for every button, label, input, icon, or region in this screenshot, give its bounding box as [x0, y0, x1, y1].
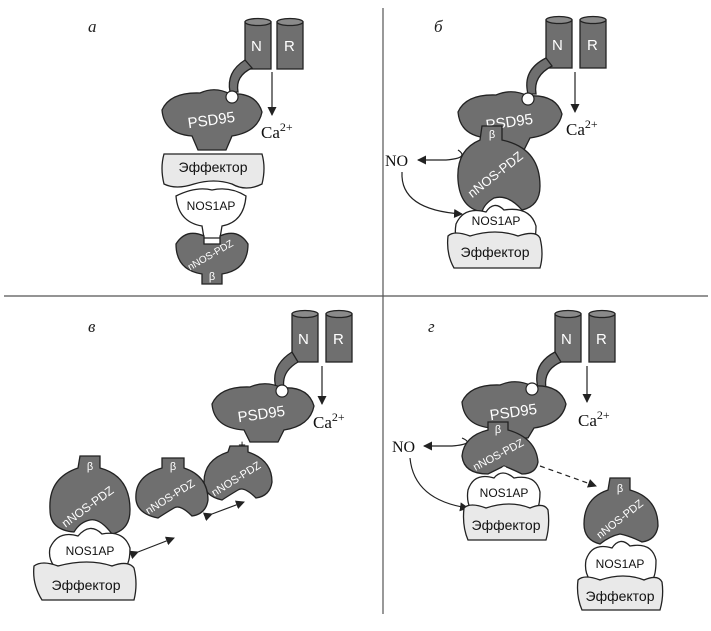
- calcium-label: Ca2+: [313, 410, 345, 432]
- no-release-arrow: [424, 438, 467, 446]
- receptor-r-label: R: [333, 331, 344, 348]
- receptor-r-label: R: [596, 331, 607, 348]
- psd95-protein: PSD95: [162, 90, 262, 150]
- nos1ap-label: NOS1AP: [480, 486, 529, 500]
- panel-g: г N R Ca2+ PSD95 β nNOS-PDZ c NO: [392, 311, 663, 611]
- effector-protein: Эффектор: [464, 504, 549, 540]
- nos1ap-label: NOS1AP: [66, 544, 115, 558]
- receptor-n: N: [546, 17, 572, 69]
- psd95-protein: PSD95: [462, 382, 566, 438]
- receptor-r-label: R: [284, 38, 295, 55]
- exchange-arrow: [212, 502, 244, 514]
- calcium-label: Ca2+: [566, 117, 598, 139]
- calcium-label: Ca2+: [578, 408, 610, 430]
- receptor-r: R: [580, 17, 606, 69]
- receptor-tail: [527, 58, 552, 94]
- effector-label: Эффектор: [472, 517, 541, 533]
- nos1ap-protein: NOS1AP: [586, 541, 657, 580]
- receptor-n-label: N: [251, 38, 262, 55]
- effector-label: Эффектор: [586, 588, 655, 604]
- nnos-pdz-protein: nNOS-PDZ β: [176, 233, 248, 284]
- psd95-protein: PSD95: [458, 92, 562, 150]
- panel-label-a: а: [88, 17, 97, 36]
- beta-label: β: [87, 461, 93, 473]
- receptor-n: N: [245, 19, 271, 70]
- no-label: NO: [392, 439, 415, 456]
- panel-b: б N R Ca2+ PSD95 β nNOS-PDZ NO N: [385, 17, 606, 269]
- effector-protein: Эффектор: [448, 232, 542, 268]
- receptor-n-label: N: [298, 331, 309, 348]
- panel-v: в N R Ca2+ PSD95 + nNOS-PDZ β: [34, 311, 352, 601]
- effector-protein: Эффектор: [34, 562, 136, 600]
- panel-label-b: б: [434, 17, 443, 36]
- nnos-pdz-protein: nNOS-PDZ: [204, 446, 272, 500]
- psd95-protein: PSD95: [212, 384, 314, 442]
- receptor-tail: [229, 60, 252, 92]
- effector-label: Эффектор: [461, 244, 530, 260]
- receptor-n: N: [292, 311, 318, 363]
- panel-label-v: в: [88, 317, 96, 336]
- receptor-n-label: N: [561, 331, 572, 348]
- calcium-label: Ca2+: [261, 120, 293, 142]
- receptor-tail: [275, 352, 298, 388]
- beta-label: β: [209, 271, 215, 283]
- no-to-effector-arrow: [410, 458, 468, 508]
- exchange-arrow: [138, 538, 174, 552]
- nos1ap-label: NOS1AP: [472, 214, 521, 228]
- effector-protein: Эффектор: [162, 154, 264, 188]
- beta-label: β: [489, 129, 495, 141]
- panel-a: а N R Ca2+ PSD95 Эффектор NOS1AP: [88, 17, 303, 284]
- receptor-r: R: [326, 311, 352, 363]
- beta-label: β: [170, 461, 176, 473]
- effector-label: Эффектор: [179, 159, 248, 175]
- nnos-pdz-protein: β nNOS-PDZ: [50, 456, 130, 534]
- receptor-r-label: R: [587, 37, 598, 54]
- no-label: NO: [385, 153, 408, 170]
- no-to-effector-arrow: [402, 172, 462, 214]
- beta-label: β: [495, 424, 501, 436]
- effector-label: Эффектор: [52, 577, 121, 593]
- panel-label-g: г: [428, 317, 435, 336]
- receptor-n-label: N: [552, 37, 563, 54]
- dissociation-arrow: [540, 466, 596, 486]
- nos1ap-protein: NOS1AP: [50, 528, 131, 566]
- no-release-arrow: [418, 150, 462, 160]
- effector-protein: Эффектор: [578, 576, 663, 610]
- nos1ap-protein: NOS1AP: [176, 189, 246, 238]
- nos1ap-label: NOS1AP: [596, 557, 645, 571]
- receptor-r: R: [589, 311, 615, 363]
- beta-label: β: [617, 483, 623, 495]
- receptor-r: R: [277, 19, 303, 70]
- nos1ap-label: NOS1AP: [187, 199, 236, 213]
- receptor-n: N: [555, 311, 581, 363]
- receptor-tail: [537, 352, 561, 388]
- nnos-pdz-protein: β nNOS-PDZ: [136, 458, 208, 518]
